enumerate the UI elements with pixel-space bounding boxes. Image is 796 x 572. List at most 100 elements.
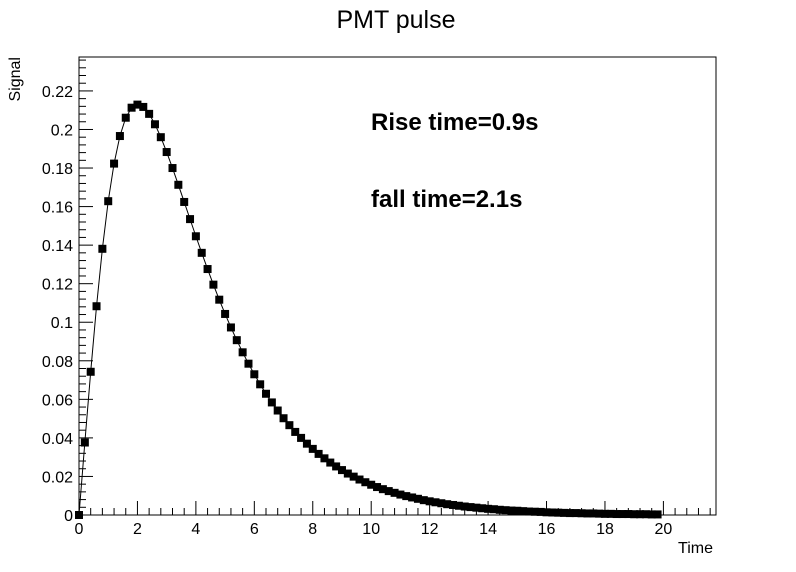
data-point — [425, 497, 434, 506]
data-point — [618, 510, 627, 519]
data-point — [600, 509, 609, 518]
data-point — [583, 509, 592, 518]
data-point — [104, 197, 113, 206]
y-tick-label: 0.2 — [51, 122, 73, 139]
x-tick-label: 8 — [308, 521, 317, 538]
data-point — [238, 348, 247, 357]
data-point — [507, 506, 516, 515]
data-point — [349, 472, 358, 481]
data-point — [273, 406, 282, 415]
data-point — [267, 398, 276, 407]
data-point — [332, 462, 341, 471]
plot-frame-group — [78, 56, 717, 516]
x-tick-label: 14 — [479, 521, 497, 538]
data-point — [419, 496, 428, 505]
series-line — [78, 104, 658, 516]
data-point — [478, 504, 487, 513]
data-point — [571, 509, 580, 518]
data-point — [495, 505, 504, 514]
data-point — [624, 510, 633, 519]
data-point — [302, 439, 311, 448]
data-point — [308, 444, 317, 453]
data-point — [524, 507, 533, 516]
y-tick-label: 0.1 — [51, 315, 73, 332]
y-ticks-group: 0 0.02 0.04 0.06 0.08 0.1 0.12 0.14 0.16 0.18 0.2 0… — [42, 59, 93, 525]
data-point — [449, 500, 458, 509]
data-point — [279, 414, 288, 423]
x-tick-label: 18 — [596, 521, 614, 538]
data-point — [127, 103, 136, 112]
data-point — [595, 509, 604, 518]
data-point — [413, 494, 422, 503]
data-point — [133, 100, 142, 109]
data-point — [431, 498, 440, 507]
x-axis-title: Time — [678, 540, 713, 557]
y-tick-label: 0.08 — [42, 354, 73, 371]
data-point — [115, 132, 124, 141]
data-point — [460, 502, 469, 511]
x-tick-label: 12 — [421, 521, 439, 538]
y-tick-label: 0.04 — [42, 431, 73, 448]
data-point — [636, 510, 645, 519]
data-point — [443, 500, 452, 509]
y-tick-label: 0.14 — [42, 238, 73, 255]
data-point — [180, 197, 189, 206]
data-point — [548, 508, 557, 517]
annotation-rise-time: Rise time=0.9s — [371, 109, 538, 136]
data-point — [209, 280, 218, 289]
x-ticks-group: 0 2 4 6 8 10 12 14 16 18 20 — [75, 501, 711, 538]
annotation-fall-time: fall time=2.1s — [371, 186, 522, 213]
data-point — [337, 466, 346, 475]
data-point — [519, 507, 528, 516]
data-point — [326, 458, 335, 467]
data-point — [80, 438, 89, 447]
data-point — [536, 507, 545, 516]
data-point — [121, 113, 130, 122]
data-point — [454, 501, 463, 510]
data-point — [390, 488, 399, 497]
data-point — [221, 309, 230, 318]
y-tick-label: 0.12 — [42, 277, 73, 294]
x-tick-label: 6 — [250, 521, 259, 538]
data-point — [297, 433, 306, 442]
data-point — [402, 492, 411, 501]
x-tick-label: 0 — [75, 521, 84, 538]
data-point — [244, 359, 253, 368]
data-point — [378, 485, 387, 494]
data-point — [262, 389, 271, 398]
data-point — [186, 215, 195, 224]
data-point — [256, 380, 265, 389]
data-point — [197, 248, 206, 257]
data-point — [647, 510, 656, 519]
data-point — [139, 102, 148, 111]
data-point — [226, 323, 235, 332]
data-point — [466, 503, 475, 512]
data-point — [542, 508, 551, 517]
data-point — [156, 133, 165, 142]
data-point — [203, 265, 212, 274]
x-tick-label: 10 — [362, 521, 380, 538]
data-point — [560, 508, 569, 517]
data-point — [98, 244, 107, 253]
data-point — [355, 475, 364, 484]
data-point — [612, 510, 621, 519]
data-point — [145, 109, 154, 118]
data-point — [86, 367, 95, 376]
data-point — [396, 490, 405, 499]
chart-title: PMT pulse — [336, 6, 455, 34]
data-point — [215, 295, 224, 304]
data-point — [314, 449, 323, 458]
data-point — [75, 511, 83, 519]
data-point — [606, 509, 615, 518]
y-tick-label: 0.06 — [42, 392, 73, 409]
data-point — [641, 510, 650, 519]
data-point — [565, 509, 574, 518]
data-point — [168, 164, 177, 173]
data-point — [530, 507, 539, 516]
data-point — [373, 483, 382, 492]
data-point — [630, 510, 639, 519]
data-point — [437, 499, 446, 508]
data-point — [554, 508, 563, 517]
